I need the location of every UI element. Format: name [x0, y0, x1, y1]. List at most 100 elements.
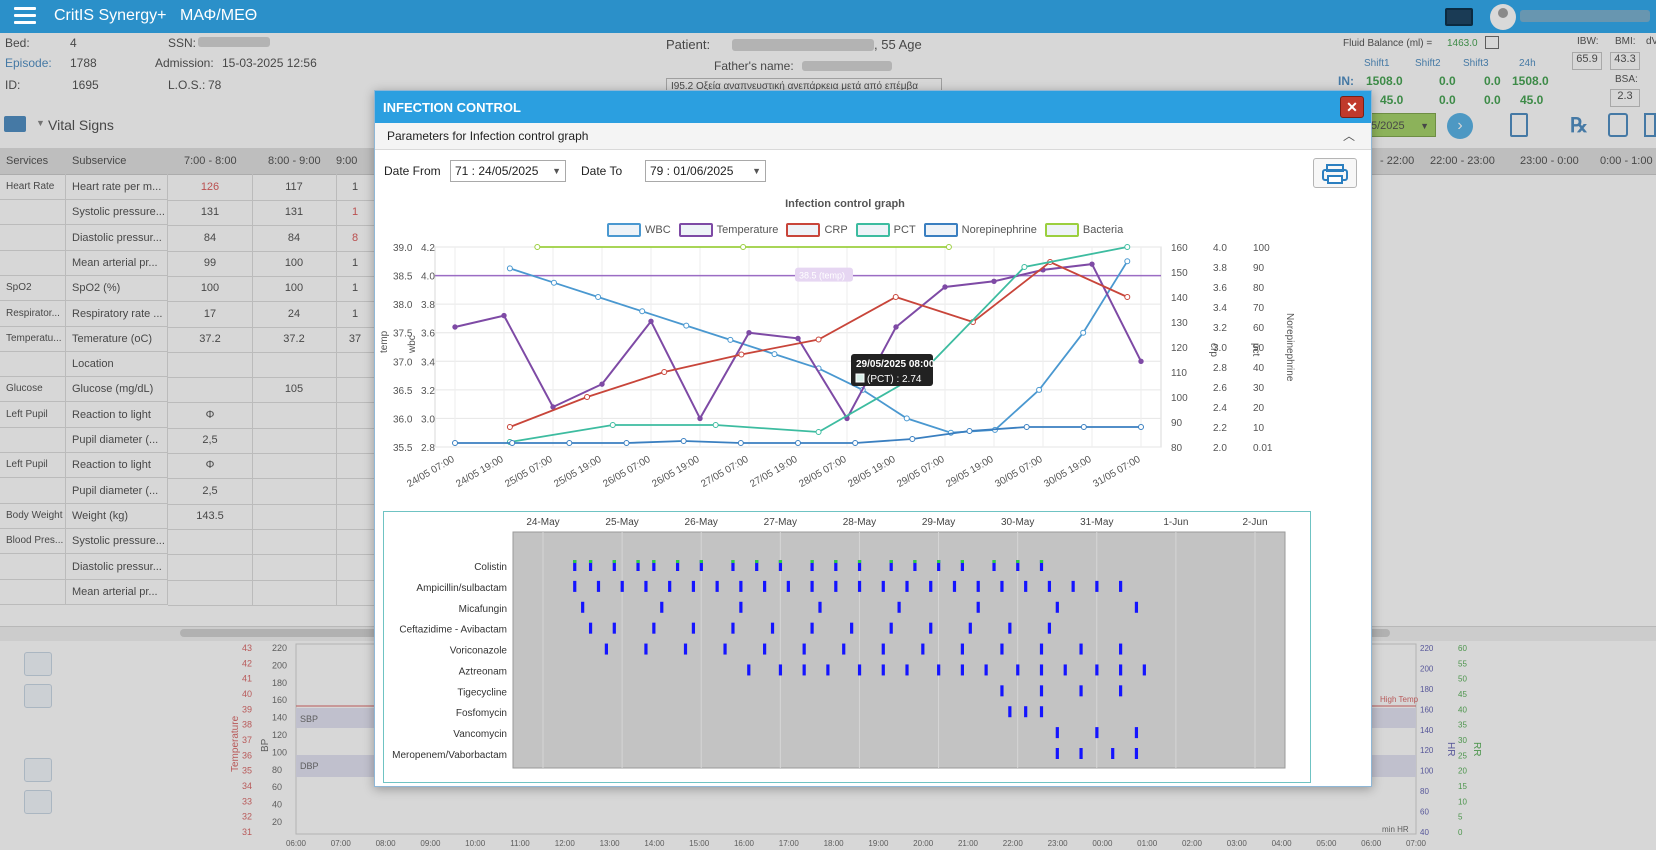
temp-tick: 35.5 — [393, 443, 413, 454]
table-row: Pupil diameter (... 2,5 — [0, 427, 375, 454]
legend-item-norepinephrine[interactable]: Norepinephrine — [923, 223, 1037, 238]
dose-marker — [763, 580, 767, 592]
book-icon[interactable] — [1644, 113, 1656, 137]
date-to-select[interactable]: 79 : 01/06/2025 ▼ — [645, 160, 766, 182]
dose-marker-top — [731, 560, 735, 563]
table-cell[interactable] — [168, 553, 253, 581]
temperature-point — [1138, 358, 1144, 364]
legend-item-crp[interactable]: CRP — [786, 223, 848, 238]
table-cell[interactable] — [252, 528, 337, 556]
table-cell[interactable]: 117 — [252, 174, 337, 201]
table-cell[interactable]: 100 — [168, 275, 253, 303]
pct-point — [1124, 244, 1131, 250]
date-picker[interactable]: 5/2025 ▼ — [1366, 113, 1436, 137]
table-cell[interactable] — [252, 401, 337, 429]
table-cell[interactable]: 84 — [252, 224, 337, 252]
table-cell[interactable]: 105 — [252, 376, 337, 404]
parameters-bar[interactable]: Parameters for Infection control graph ︿ — [375, 123, 1371, 150]
next-arrow-icon[interactable]: › — [1447, 113, 1473, 139]
table-cell[interactable] — [252, 502, 337, 530]
table-cell[interactable] — [168, 578, 253, 606]
dose-marker — [1047, 580, 1052, 592]
dose-marker — [1119, 664, 1123, 676]
norepinephrine-point — [852, 440, 859, 446]
table-cell[interactable]: 100 — [252, 249, 337, 277]
date-from-select[interactable]: 71 : 24/05/2025 ▼ — [450, 160, 566, 182]
chat-icon[interactable] — [24, 652, 52, 676]
table-cell[interactable] — [252, 351, 337, 379]
table-cell[interactable]: 131 — [168, 199, 253, 227]
dose-marker — [905, 580, 909, 592]
table-cell[interactable] — [252, 477, 337, 505]
dose-marker — [881, 580, 885, 592]
pct-tick: 3.2 — [1213, 323, 1227, 334]
table-cell[interactable]: 99 — [168, 249, 253, 277]
table-cell[interactable]: Φ — [168, 401, 253, 429]
medication-icon[interactable] — [1608, 113, 1628, 137]
subservice-cell: Diastolic pressur... — [66, 224, 168, 251]
table-cell[interactable]: 131 — [252, 199, 337, 227]
legend-item-wbc[interactable]: WBC — [607, 223, 671, 238]
dose-marker — [763, 643, 767, 655]
table-cell[interactable] — [168, 528, 253, 556]
chevron-down-icon[interactable]: ▼ — [36, 118, 45, 128]
collapse-icon[interactable]: ︿ — [1342, 129, 1355, 143]
copy-icon[interactable] — [24, 758, 52, 782]
table-cell[interactable] — [252, 553, 337, 581]
pct-tick: 2.4 — [1213, 403, 1227, 414]
table-cell[interactable] — [252, 578, 337, 606]
temp-tick: 37.0 — [393, 357, 413, 368]
dose-marker-top — [675, 560, 680, 563]
table-cell[interactable] — [252, 452, 337, 480]
chart-icon[interactable] — [24, 684, 52, 708]
table-cell[interactable]: 84 — [168, 224, 253, 252]
table-cell[interactable]: 24 — [252, 300, 337, 328]
keyboard-icon[interactable] — [1445, 8, 1473, 26]
hr-tick: 140 — [1420, 726, 1434, 735]
rr-tick: 60 — [1458, 644, 1467, 653]
table-cell[interactable]: 126 — [168, 174, 253, 201]
hr-tick: 60 — [1420, 808, 1429, 817]
in-24h: 1508.0 — [1512, 74, 1549, 88]
table-cell[interactable]: 143.5 — [168, 502, 253, 530]
table-cell[interactable] — [252, 427, 337, 454]
table-cell[interactable] — [168, 376, 253, 404]
pct-point — [815, 429, 822, 435]
temperature-point — [795, 335, 801, 342]
close-button[interactable]: ✕ — [1340, 96, 1364, 118]
table-cell[interactable]: 37.2 — [168, 325, 253, 353]
timeline-x-tick: 2-Jun — [1242, 517, 1267, 528]
temp-axis-label: temp — [379, 330, 390, 353]
table-row: Location — [0, 351, 375, 379]
clipboard-icon[interactable] — [1510, 113, 1528, 137]
temp-tick: 34 — [242, 781, 252, 791]
wbc-tick: 3.4 — [421, 357, 435, 368]
print-button[interactable] — [1313, 158, 1357, 188]
table-row: Body Weight Weight (kg) 143.5 — [0, 502, 375, 530]
legend-swatch — [678, 223, 713, 238]
camera-icon[interactable] — [24, 790, 52, 814]
legend-item-pct[interactable]: PCT — [855, 223, 916, 238]
temperature-point — [452, 324, 458, 330]
table-cell[interactable]: 2,5 — [168, 477, 253, 505]
user-avatar[interactable] — [1490, 4, 1516, 30]
table-row: Pupil diameter (... 2,5 — [0, 477, 375, 505]
fluid-calc-icon[interactable] — [1485, 36, 1499, 49]
table-cell[interactable]: Φ — [168, 452, 253, 480]
table-cell[interactable]: 37.2 — [252, 325, 337, 353]
temp-tick: 41 — [242, 674, 252, 684]
prescription-icon[interactable]: ℞ — [1570, 115, 1588, 137]
table-cell[interactable]: 17 — [168, 300, 253, 328]
table-cell[interactable] — [168, 351, 253, 379]
pct-tick: 2.6 — [1213, 383, 1227, 394]
norepinephrine-point — [966, 428, 973, 434]
legend-item-bacteria[interactable]: Bacteria — [1044, 223, 1123, 238]
table-cell[interactable]: 100 — [252, 275, 337, 303]
folder-icon[interactable] — [4, 116, 26, 132]
menu-icon[interactable] — [14, 7, 36, 25]
service-cell — [0, 578, 66, 605]
los-label: L.O.S.: — [168, 78, 206, 92]
table-cell[interactable]: 2,5 — [168, 427, 253, 454]
dose-marker — [612, 622, 616, 634]
legend-item-temperature[interactable]: Temperature — [678, 223, 778, 238]
